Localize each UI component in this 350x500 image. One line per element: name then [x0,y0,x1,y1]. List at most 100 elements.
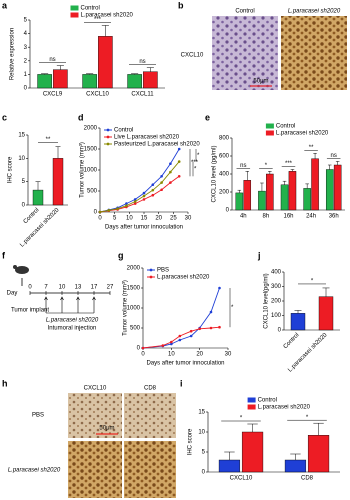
bar [82,74,97,89]
x-tick-label: 10 [126,216,133,222]
point [169,162,172,165]
x-tick-label: 16h [283,214,293,220]
micrograph [124,441,176,498]
x-tick-label: 0 [98,216,102,222]
y-tick-label: 800 [219,136,230,142]
significance: *** [285,161,293,167]
series-line [142,287,220,349]
y-axis-label: CXCL10 level(pg/ml) [264,273,270,328]
point [133,200,137,203]
y-tick-label: 5 [24,18,28,24]
day-tick-label: 10 [59,285,66,291]
panel-label: f [2,250,6,260]
bar [241,431,264,473]
bar [52,158,64,206]
injection-arrow [60,296,64,313]
point [198,327,201,331]
bar [266,173,274,211]
injection-arrow [92,296,96,313]
error-bar [131,73,139,75]
y-tick-label: 15 [198,410,205,416]
micrograph [68,393,122,438]
y-tick-label: 1000 [127,306,141,312]
bar [53,69,68,89]
y-axis-label: Tumor volume (mm³) [123,280,129,336]
bar [311,158,319,211]
bar [290,313,306,331]
y-axis-label: IHC score [188,428,194,455]
x-tick-label: 4h [240,214,247,220]
mouse-icon [15,266,29,274]
x-axis-label: Days after tumor innoculation [105,225,183,231]
x-tick-label: 5 [113,216,117,222]
point [141,346,145,350]
row-label: L.paracasei sh2020 [8,468,61,474]
x-tick-label: Control [23,207,41,225]
panel-label: e [205,112,210,122]
y-tick-label: 15 [18,133,25,139]
point [142,191,146,195]
error-bar [86,73,94,75]
error-bar [294,310,302,314]
significance: * [265,163,268,169]
point [142,198,146,201]
y-tick-label: 200 [219,190,230,196]
column-label: CXCL10 [84,386,107,392]
x-tick-label: 10 [168,352,175,358]
significance: * [194,167,197,173]
point [125,202,128,205]
legend-swatch [106,128,110,132]
error-bar [313,153,317,159]
legend-label: Control [114,128,133,134]
point [189,334,193,338]
scale-label: 50μm [253,79,268,85]
x-tick-label: 20 [196,352,203,358]
legend-swatch [247,404,256,410]
point [160,175,163,178]
y-tick-label: 10 [198,430,205,436]
x-tick-label: 20 [155,216,162,222]
point [142,194,146,198]
y-tick-label: 0 [137,346,141,352]
y-tick-label: 0 [278,328,282,334]
error-bar [146,67,154,72]
point [151,183,155,186]
bar [143,71,158,89]
legend-label: Control [81,6,100,12]
x-tick-label: 30 [225,352,232,358]
legend-swatch [106,142,110,146]
bar [307,435,330,473]
y-tick-label: 0 [202,470,206,476]
panel-label: c [2,112,7,122]
x-tick-label: CXCL9 [43,92,63,98]
error-bar [322,287,330,297]
legend-label: L.paracasei sh2020 [81,13,134,19]
bar [32,189,44,206]
bar [218,459,241,473]
error-bar [305,183,309,189]
error-bar [290,453,301,460]
legend-swatch [106,135,110,139]
y-tick-label: 5 [22,179,26,185]
panel-label: a [2,0,8,10]
significance: * [231,305,234,311]
day-tick-label: 27 [107,285,114,291]
day-tick-label: 13 [75,285,82,291]
micrograph [281,16,347,90]
agent-label: L.paracasei sh2020 [46,318,99,324]
legend-swatch [70,5,79,11]
point [133,202,137,205]
error-bar [260,182,264,192]
injection-arrow [44,296,48,313]
legend-swatch [70,12,79,18]
error-bar [56,65,64,70]
point [169,170,172,174]
point [178,334,182,338]
bar [325,169,334,211]
legend-label: Live L.paracasei sh2020 [114,135,180,141]
y-tick-label: 2 [24,58,28,64]
mouse-icon [13,265,17,269]
point [178,338,182,342]
error-bar [313,422,324,436]
